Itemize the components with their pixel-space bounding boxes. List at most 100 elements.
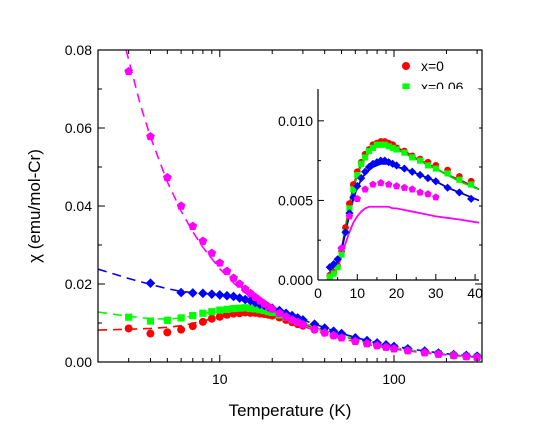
inset-point-s2-1 [329,260,338,269]
inset-point-s3-1 [345,212,354,220]
inset-point-s2-23 [443,183,452,192]
main-point-s3-35 [449,350,459,360]
main-point-s2-2 [187,288,198,298]
main-point-s1-3 [177,314,185,322]
inset-point-s2-20 [416,170,425,180]
main-x-tick-label-0: 10 [212,371,228,387]
inset-point-s2-19 [408,167,417,176]
inset-x-tick-label-3: 30 [428,285,444,301]
inset-point-s3-0 [337,244,346,252]
inset-point-s1-18 [401,149,408,156]
main-point-s1-9 [229,304,238,313]
inset-point-s1-11 [369,144,377,151]
main-point-s1-11 [241,304,249,312]
inset-point-s3-5 [377,179,385,187]
main-point-s2-8 [234,293,245,303]
main-point-s2-4 [207,289,217,299]
main-point-s3-3 [176,201,186,210]
main-point-s3-6 [207,248,217,257]
inset-chart: 0 10 20 30 40 0.000 0.005 0.010 [278,89,483,301]
main-point-s3-23 [310,324,319,333]
main-point-s3-24 [320,328,330,337]
main-point-s3-30 [381,342,391,351]
main-y-tick-label-0: 0.00 [65,354,92,370]
inset-point-s0-5 [346,200,353,208]
main-point-s0-1 [146,329,155,338]
inset-point-s3-10 [416,188,424,196]
main-point-s2-3 [198,288,208,299]
main-point-s3-31 [389,344,399,353]
main-x-tick-label-1: 100 [382,371,406,387]
main-point-s3-27 [350,336,360,346]
inset-point-s2-24 [455,188,464,197]
inset-point-s0-4 [342,224,349,231]
main-point-s0-3 [177,325,186,334]
inset-point-s1-25 [468,181,475,188]
main-point-s1-14 [256,306,264,314]
inset-point-s1-13 [377,141,384,148]
main-point-s1-4 [189,311,197,320]
main-point-s1-1 [146,317,155,325]
main-point-s3-2 [162,172,172,182]
main-point-s3-29 [372,341,382,350]
inset-data-points [325,138,476,280]
inset-point-s1-2 [334,264,341,271]
inset-point-s1-16 [389,144,396,151]
inset-point-s2-25 [467,194,476,203]
main-point-s3-26 [337,333,346,342]
main-point-s0-0 [124,324,133,333]
inset-point-s1-12 [373,141,380,148]
inset-x-tick-label-0: 0 [314,285,322,301]
inset-point-s2-22 [431,177,440,186]
inset-point-s1-0 [326,273,333,280]
inset-point-s1-3 [338,251,345,258]
main-point-s0-7 [215,312,224,321]
main-point-s1-13 [251,305,259,313]
inset-x-tick-label-2: 20 [389,285,405,301]
main-point-s2-6 [222,290,232,301]
main-x-axis-label: Temperature (K) [229,401,352,420]
main-point-s1-6 [208,308,216,316]
main-point-s1-0 [125,313,133,321]
inset-point-s2-9 [361,167,370,176]
inset-y-tick-label-1: 0.005 [278,192,313,208]
main-point-s3-7 [215,258,225,267]
inset-point-s1-20 [417,157,424,164]
inset-point-s1-24 [456,176,463,183]
main-y-tick-label-2: 0.04 [65,198,92,214]
legend-marker-0 [402,62,410,70]
main-point-s3-17 [267,304,277,313]
main-point-s3-5 [198,236,208,245]
main-point-s2-0 [145,278,156,289]
main-point-s1-8 [223,305,231,313]
main-point-s3-37 [472,352,482,362]
main-point-s1-2 [163,316,171,324]
main-y-tick-label-3: 0.06 [65,120,92,136]
inset-point-s1-8 [358,160,365,167]
legend-label-0: x=0 [421,58,444,74]
inset-point-s1-6 [350,186,357,193]
main-y-tick-label-4: 0.08 [65,42,92,58]
inset-y-tick-label-2: 0.010 [278,113,313,129]
inset-point-s2-2 [333,255,342,264]
inset-x-tick-label-4: 40 [467,285,483,301]
main-point-s3-33 [420,348,430,357]
main-data-points [124,66,482,362]
main-point-s3-36 [461,351,471,361]
main-point-s3-9 [229,273,238,282]
inset-point-s2-17 [392,161,401,170]
main-point-s0-4 [188,322,197,331]
inset-point-s1-22 [432,165,439,172]
main-point-s1-15 [260,306,268,315]
main-point-s1-5 [199,309,207,317]
inset-point-s1-9 [362,154,369,161]
inset-point-s1-10 [365,148,373,155]
main-point-s1-10 [236,304,244,312]
inset-point-s1-5 [346,205,353,212]
main-point-s3-18 [275,308,284,317]
inset-point-s3-12 [432,193,440,201]
main-point-s3-4 [188,221,198,230]
main-point-s3-34 [434,349,443,358]
inset-point-s1-1 [330,270,337,277]
